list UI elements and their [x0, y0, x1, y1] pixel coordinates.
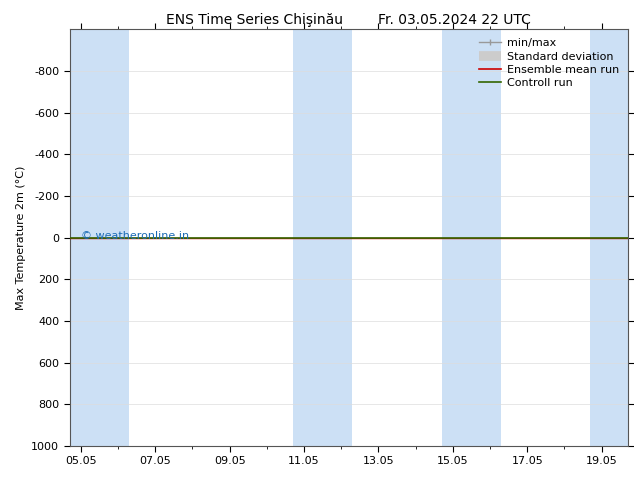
Y-axis label: Max Temperature 2m (°C): Max Temperature 2m (°C) — [16, 166, 26, 310]
Title: ENS Time Series Chişinău        Fr. 03.05.2024 22 UTC: ENS Time Series Chişinău Fr. 03.05.2024 … — [166, 13, 531, 27]
Legend: min/max, Standard deviation, Ensemble mean run, Controll run: min/max, Standard deviation, Ensemble me… — [476, 35, 622, 92]
Bar — [590, 29, 628, 446]
Text: © weatheronline.in: © weatheronline.in — [81, 231, 189, 242]
Bar — [293, 29, 353, 446]
Bar — [70, 29, 129, 446]
Bar — [442, 29, 501, 446]
